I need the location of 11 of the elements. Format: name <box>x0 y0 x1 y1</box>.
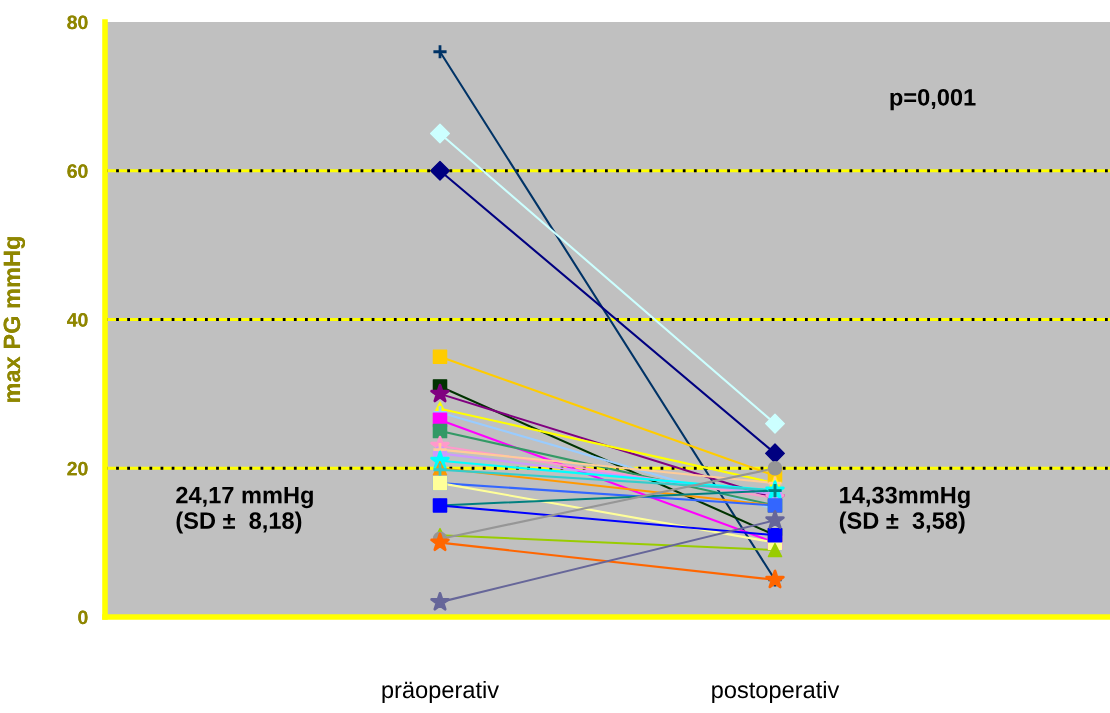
y-tick-label: 40 <box>67 312 88 327</box>
y-axis-title: max PG mmHg <box>3 237 26 402</box>
y-tick-label: 80 <box>67 15 88 30</box>
y-tick-label: 0 <box>78 610 88 625</box>
annotation: p=0,001 <box>890 88 976 111</box>
x-tick-label: präoperativ <box>382 680 499 703</box>
y-tick-label: 60 <box>67 164 88 178</box>
x-tick-label: postoperativ <box>712 680 840 703</box>
y-tick-label: 20 <box>67 461 88 476</box>
annotation: 14,33mmHg (SD ± 3,58) <box>839 486 970 534</box>
annotation: 24,17 mmHg (SD ± 8,18) <box>176 486 313 534</box>
